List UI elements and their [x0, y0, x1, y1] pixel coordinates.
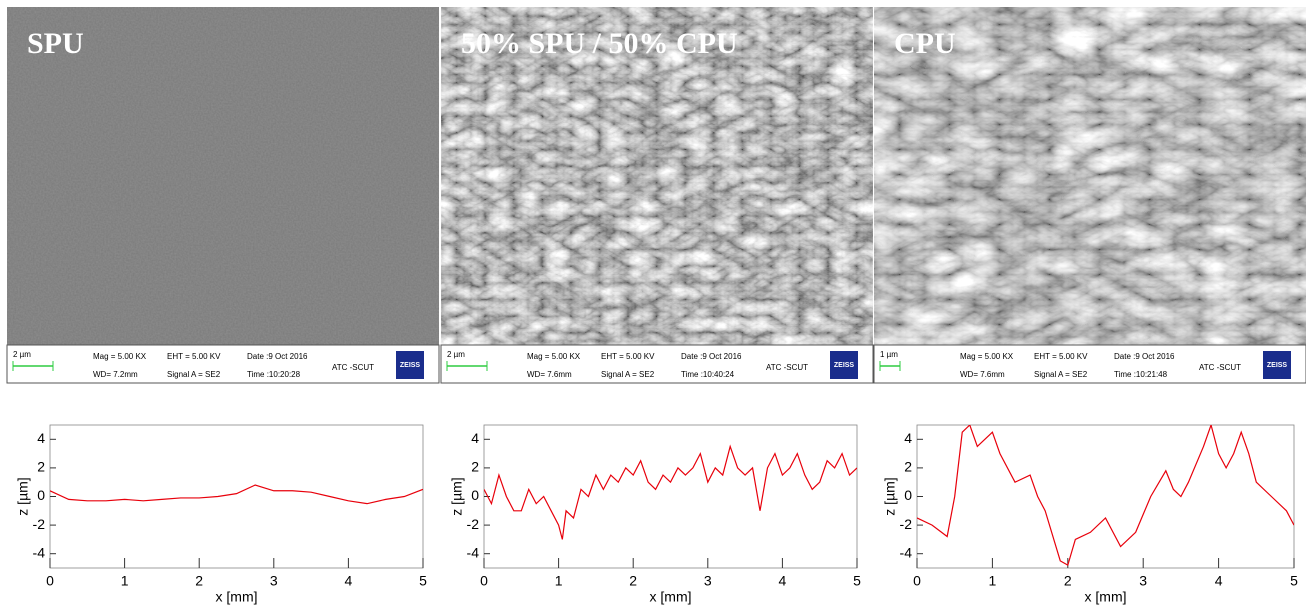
- plot-frame: [916, 424, 1295, 569]
- y-tick-label: -4: [467, 544, 480, 560]
- institute: ATC -SCUT: [332, 363, 374, 372]
- x-tick-label: 4: [779, 573, 787, 589]
- x-tick-label: 4: [345, 573, 353, 589]
- x-tick-label: 2: [629, 573, 637, 589]
- x-tick-label: 0: [480, 573, 488, 589]
- time: Time :10:40:24: [681, 370, 735, 379]
- x-tick-label: 1: [555, 573, 563, 589]
- logo-box: [830, 351, 858, 379]
- scale-bar-label: 1 µm: [880, 350, 898, 359]
- y-axis-label: z [µm]: [882, 477, 898, 515]
- x-tick-label: 3: [704, 573, 712, 589]
- panel-label: 50% SPU / 50% CPU: [461, 27, 738, 60]
- profile-chart: -4 -2 0 2 4 0 1 2 3 4 5 x [mm] z [µm]: [15, 424, 427, 605]
- y-tick-label: 4: [904, 430, 912, 446]
- x-axis-label: x [mm]: [216, 589, 258, 605]
- logo-box: [396, 351, 424, 379]
- x-tick-label: 3: [270, 573, 278, 589]
- wd: WD= 7.6mm: [960, 370, 1005, 379]
- date: Date :9 Oct 2016: [681, 352, 742, 361]
- x-tick-label: 3: [1139, 573, 1147, 589]
- eht: EHT = 5.00 KV: [1034, 352, 1088, 361]
- institute: ATC -SCUT: [766, 363, 808, 372]
- x-tick-label: 2: [1064, 573, 1072, 589]
- x-tick-label: 1: [989, 573, 997, 589]
- scale-bar-label: 2 µm: [13, 350, 31, 359]
- sem-image: [7, 7, 439, 345]
- profile-line: [917, 425, 1294, 567]
- wd: WD= 7.2mm: [93, 370, 138, 379]
- y-tick-label: 2: [471, 459, 479, 475]
- y-tick-label: 4: [37, 430, 45, 446]
- y-tick-label: -2: [900, 516, 913, 532]
- y-tick-label: -4: [33, 544, 46, 560]
- profile-chart: -4 -2 0 2 4 0 1 2 3 4 5 x [mm] z [µm]: [882, 424, 1298, 605]
- wd: WD= 7.6mm: [527, 370, 572, 379]
- signal: Signal A = SE2: [601, 370, 655, 379]
- plot-frame: [483, 424, 858, 569]
- time: Time :10:20:28: [247, 370, 301, 379]
- time: Time :10:21:48: [1114, 370, 1168, 379]
- x-tick-label: 0: [913, 573, 921, 589]
- x-tick-label: 5: [1290, 573, 1298, 589]
- signal: Signal A = SE2: [1034, 370, 1088, 379]
- x-axis-label: x [mm]: [650, 589, 692, 605]
- logo: ZEISS: [1267, 362, 1288, 369]
- y-tick-label: -2: [33, 516, 46, 532]
- eht: EHT = 5.00 KV: [167, 352, 221, 361]
- y-tick-label: -2: [467, 516, 480, 532]
- x-tick-label: 5: [853, 573, 861, 589]
- profile-line: [484, 444, 857, 540]
- plot-frame: [49, 424, 424, 569]
- panel-label: CPU: [894, 27, 956, 60]
- logo: ZEISS: [834, 362, 855, 369]
- x-tick-label: 2: [195, 573, 203, 589]
- x-tick-label: 0: [46, 573, 54, 589]
- x-tick-label: 4: [1215, 573, 1223, 589]
- y-tick-label: 0: [904, 487, 912, 503]
- profile-line: [50, 484, 423, 505]
- info-bar: [873, 344, 1306, 384]
- info-bar: [440, 344, 874, 384]
- sem-image: [441, 7, 873, 345]
- profile-chart: -4 -2 0 2 4 0 1 2 3 4 5 x [mm] z [µm]: [449, 424, 861, 605]
- y-tick-label: 4: [471, 430, 479, 446]
- x-axis-label: x [mm]: [1085, 589, 1127, 605]
- y-tick-label: 0: [471, 487, 479, 503]
- y-axis-label: z [µm]: [15, 477, 31, 515]
- date: Date :9 Oct 2016: [1114, 352, 1175, 361]
- panel-label: SPU: [27, 27, 84, 60]
- x-tick-label: 5: [419, 573, 427, 589]
- y-tick-label: 2: [904, 459, 912, 475]
- logo-box: [1263, 351, 1291, 379]
- y-tick-label: -4: [900, 544, 913, 560]
- sem-image: [874, 7, 1306, 345]
- institute: ATC -SCUT: [1199, 363, 1241, 372]
- signal: Signal A = SE2: [167, 370, 221, 379]
- y-tick-label: 0: [37, 487, 45, 503]
- scale-bar-label: 2 µm: [447, 350, 465, 359]
- info-bar: [6, 344, 440, 384]
- logo: ZEISS: [400, 362, 421, 369]
- y-tick-label: 2: [37, 459, 45, 475]
- mag: Mag = 5.00 KX: [93, 352, 147, 361]
- y-axis-label: z [µm]: [449, 477, 465, 515]
- date: Date :9 Oct 2016: [247, 352, 308, 361]
- eht: EHT = 5.00 KV: [601, 352, 655, 361]
- mag: Mag = 5.00 KX: [527, 352, 581, 361]
- x-tick-label: 1: [121, 573, 129, 589]
- mag: Mag = 5.00 KX: [960, 352, 1014, 361]
